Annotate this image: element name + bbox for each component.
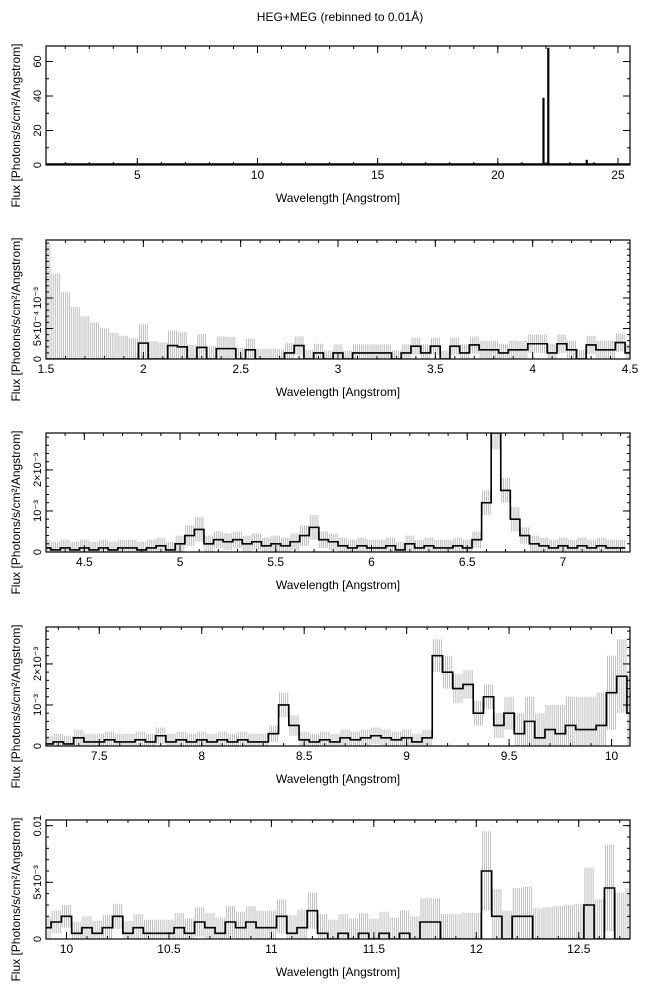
- x-tick-label: 3: [335, 362, 342, 376]
- x-tick-label: 20: [491, 168, 505, 182]
- flux-histogram: [46, 341, 630, 359]
- x-tick-label: 4.5: [76, 555, 93, 569]
- x-tick-label: 7.5: [91, 749, 108, 763]
- x-tick-label: 10: [251, 168, 265, 182]
- plot-area: [46, 47, 630, 165]
- y-tick-label: 2×10⁻³: [32, 646, 44, 681]
- flux-histogram: [46, 654, 630, 745]
- x-axis-label: Wavelength [Angstrom]: [276, 578, 400, 592]
- y-tick-label: 0: [32, 936, 44, 942]
- y-axis-label: Flux [Photons/s/cm²/Angstrom]: [9, 237, 23, 401]
- y-tick-label: 10⁻³: [32, 500, 44, 522]
- panel-5: 10 10.5 11 11.5 12 12.5 0 5×10⁻³ 0.01 Wavelength …: [9, 815, 631, 982]
- x-tick-label: 25: [611, 168, 625, 182]
- y-tick-label: 0: [32, 743, 44, 749]
- x-tick-label: 11: [265, 942, 278, 956]
- x-axis-label: Wavelength [Angstrom]: [276, 965, 400, 979]
- y-tick-label: 20: [32, 124, 44, 136]
- panel-3: 4.5 5 5.5 6 6.5 7 0 10⁻³ 2×10⁻³ Wavelength [Angst…: [9, 430, 631, 595]
- x-tick-label: 6.5: [459, 555, 476, 569]
- plot-area: [46, 243, 630, 359]
- x-tick-label: 4.5: [622, 362, 639, 376]
- y-axis-label: Flux [Photons/s/cm²/Angstrom]: [9, 43, 23, 207]
- y-tick-label: 0: [32, 356, 44, 362]
- x-axis-label: Wavelength [Angstrom]: [276, 385, 400, 399]
- x-tick-label: 6: [368, 555, 375, 569]
- y-axis-label: Flux [Photons/s/cm²/Angstrom]: [9, 624, 23, 788]
- y-tick-label: 0: [32, 162, 44, 168]
- y-axis-label: Flux [Photons/s/cm²/Angstrom]: [9, 817, 23, 981]
- y-tick-label: 40: [32, 90, 44, 102]
- panel-2: 1.5 2 2.5 3 3.5 4 4.5 0 5×10⁻⁴ 10⁻³ Wavelength [An…: [9, 237, 639, 401]
- x-tick-label: 7: [560, 555, 567, 569]
- x-tick-label: 5: [134, 168, 141, 182]
- panel-1: 5 10 15 20 25 0 20 40 60 Wavelength [Angstrom] Flu…: [9, 43, 631, 208]
- y-tick-label: 10⁻³: [32, 694, 44, 716]
- x-tick-label: 8.5: [296, 749, 313, 763]
- y-tick-label: 10⁻³: [32, 287, 44, 309]
- x-tick-label: 3.5: [427, 362, 444, 376]
- y-tick-label: 5×10⁻³: [32, 865, 44, 900]
- x-tick-label: 8: [198, 749, 205, 763]
- plot-area: [46, 433, 626, 552]
- x-tick-label: 5.5: [267, 555, 284, 569]
- x-axis-label: Wavelength [Angstrom]: [276, 772, 400, 786]
- x-tick-label: 15: [371, 168, 385, 182]
- plot-frame: [45, 626, 631, 747]
- x-tick-label: 12: [470, 942, 484, 956]
- x-tick-label: 5: [177, 555, 184, 569]
- x-tick-label: 4: [529, 362, 536, 376]
- flux-histogram: [46, 433, 626, 551]
- x-tick-label: 2: [140, 362, 147, 376]
- panel-4: 7.5 8 8.5 9 9.5 10 0 10⁻³ 2×10⁻³ Wavelength [Angs…: [9, 624, 631, 789]
- x-tick-label: 10.5: [157, 942, 181, 956]
- x-axis-label: Wavelength [Angstrom]: [276, 191, 400, 205]
- x-tick-label: 11.5: [363, 942, 386, 956]
- x-tick-label: 10: [60, 942, 74, 956]
- x-tick-label: 10: [605, 749, 619, 763]
- y-tick-label: 0: [32, 549, 44, 555]
- plot-frame: [45, 819, 631, 940]
- flux-histogram: [46, 870, 630, 939]
- y-tick-label: 60: [32, 55, 44, 67]
- x-tick-label: 1.5: [38, 362, 55, 376]
- plot-area: [46, 639, 630, 746]
- x-tick-label: 12.5: [567, 942, 591, 956]
- x-tick-label: 9: [403, 749, 410, 763]
- x-tick-label: 2.5: [232, 362, 249, 376]
- plot-frame: [45, 45, 631, 166]
- y-tick-label: 2×10⁻³: [32, 452, 44, 487]
- plot-area: [46, 831, 630, 939]
- y-tick-label: 0.01: [32, 815, 44, 836]
- plot-frame: [45, 432, 631, 553]
- x-tick-label: 9.5: [501, 749, 518, 763]
- y-tick-label: 5×10⁻⁴: [32, 311, 44, 347]
- figure-title: HEG+MEG (rebinned to 0.01Å): [257, 9, 423, 24]
- y-axis-label: Flux [Photons/s/cm²/Angstrom]: [9, 430, 23, 594]
